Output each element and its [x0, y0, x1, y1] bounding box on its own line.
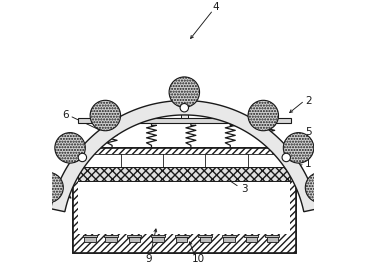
Bar [181, 102, 188, 118]
Bar [73, 154, 78, 234]
Text: 7: 7 [52, 185, 58, 195]
Bar [244, 235, 258, 237]
Bar [176, 237, 187, 243]
Text: 9: 9 [146, 255, 152, 264]
Bar [73, 148, 296, 253]
Circle shape [55, 133, 85, 163]
Bar [198, 235, 212, 237]
Circle shape [248, 100, 279, 131]
Text: 4: 4 [213, 2, 219, 12]
Bar [104, 235, 118, 237]
Circle shape [169, 77, 199, 107]
Text: 6: 6 [62, 110, 69, 120]
Bar [151, 235, 165, 237]
Bar [73, 148, 296, 154]
Bar [223, 237, 235, 243]
Polygon shape [51, 101, 318, 212]
Bar [246, 237, 257, 243]
Bar [105, 237, 116, 243]
Bar [175, 235, 189, 237]
Bar [290, 154, 296, 234]
Circle shape [33, 172, 63, 203]
Bar [73, 148, 296, 253]
Bar [128, 237, 140, 243]
Bar [222, 235, 236, 237]
Text: 3: 3 [241, 184, 247, 193]
Text: 1: 1 [305, 159, 312, 169]
Circle shape [78, 153, 87, 162]
Circle shape [283, 133, 314, 163]
Bar [152, 237, 164, 243]
Bar [78, 118, 291, 123]
Text: 8: 8 [305, 139, 312, 149]
Text: 10: 10 [192, 255, 205, 264]
Circle shape [180, 103, 188, 112]
Circle shape [282, 153, 291, 162]
Bar [78, 167, 290, 181]
Bar [265, 235, 279, 237]
Bar [73, 234, 296, 253]
Text: 2: 2 [305, 95, 312, 106]
Bar [84, 237, 96, 243]
Bar [266, 237, 278, 243]
Text: 5: 5 [305, 127, 312, 137]
Bar [78, 154, 290, 167]
Bar [199, 237, 211, 243]
Circle shape [305, 172, 336, 203]
Bar [83, 235, 97, 237]
Bar [127, 235, 142, 237]
Circle shape [90, 100, 120, 131]
